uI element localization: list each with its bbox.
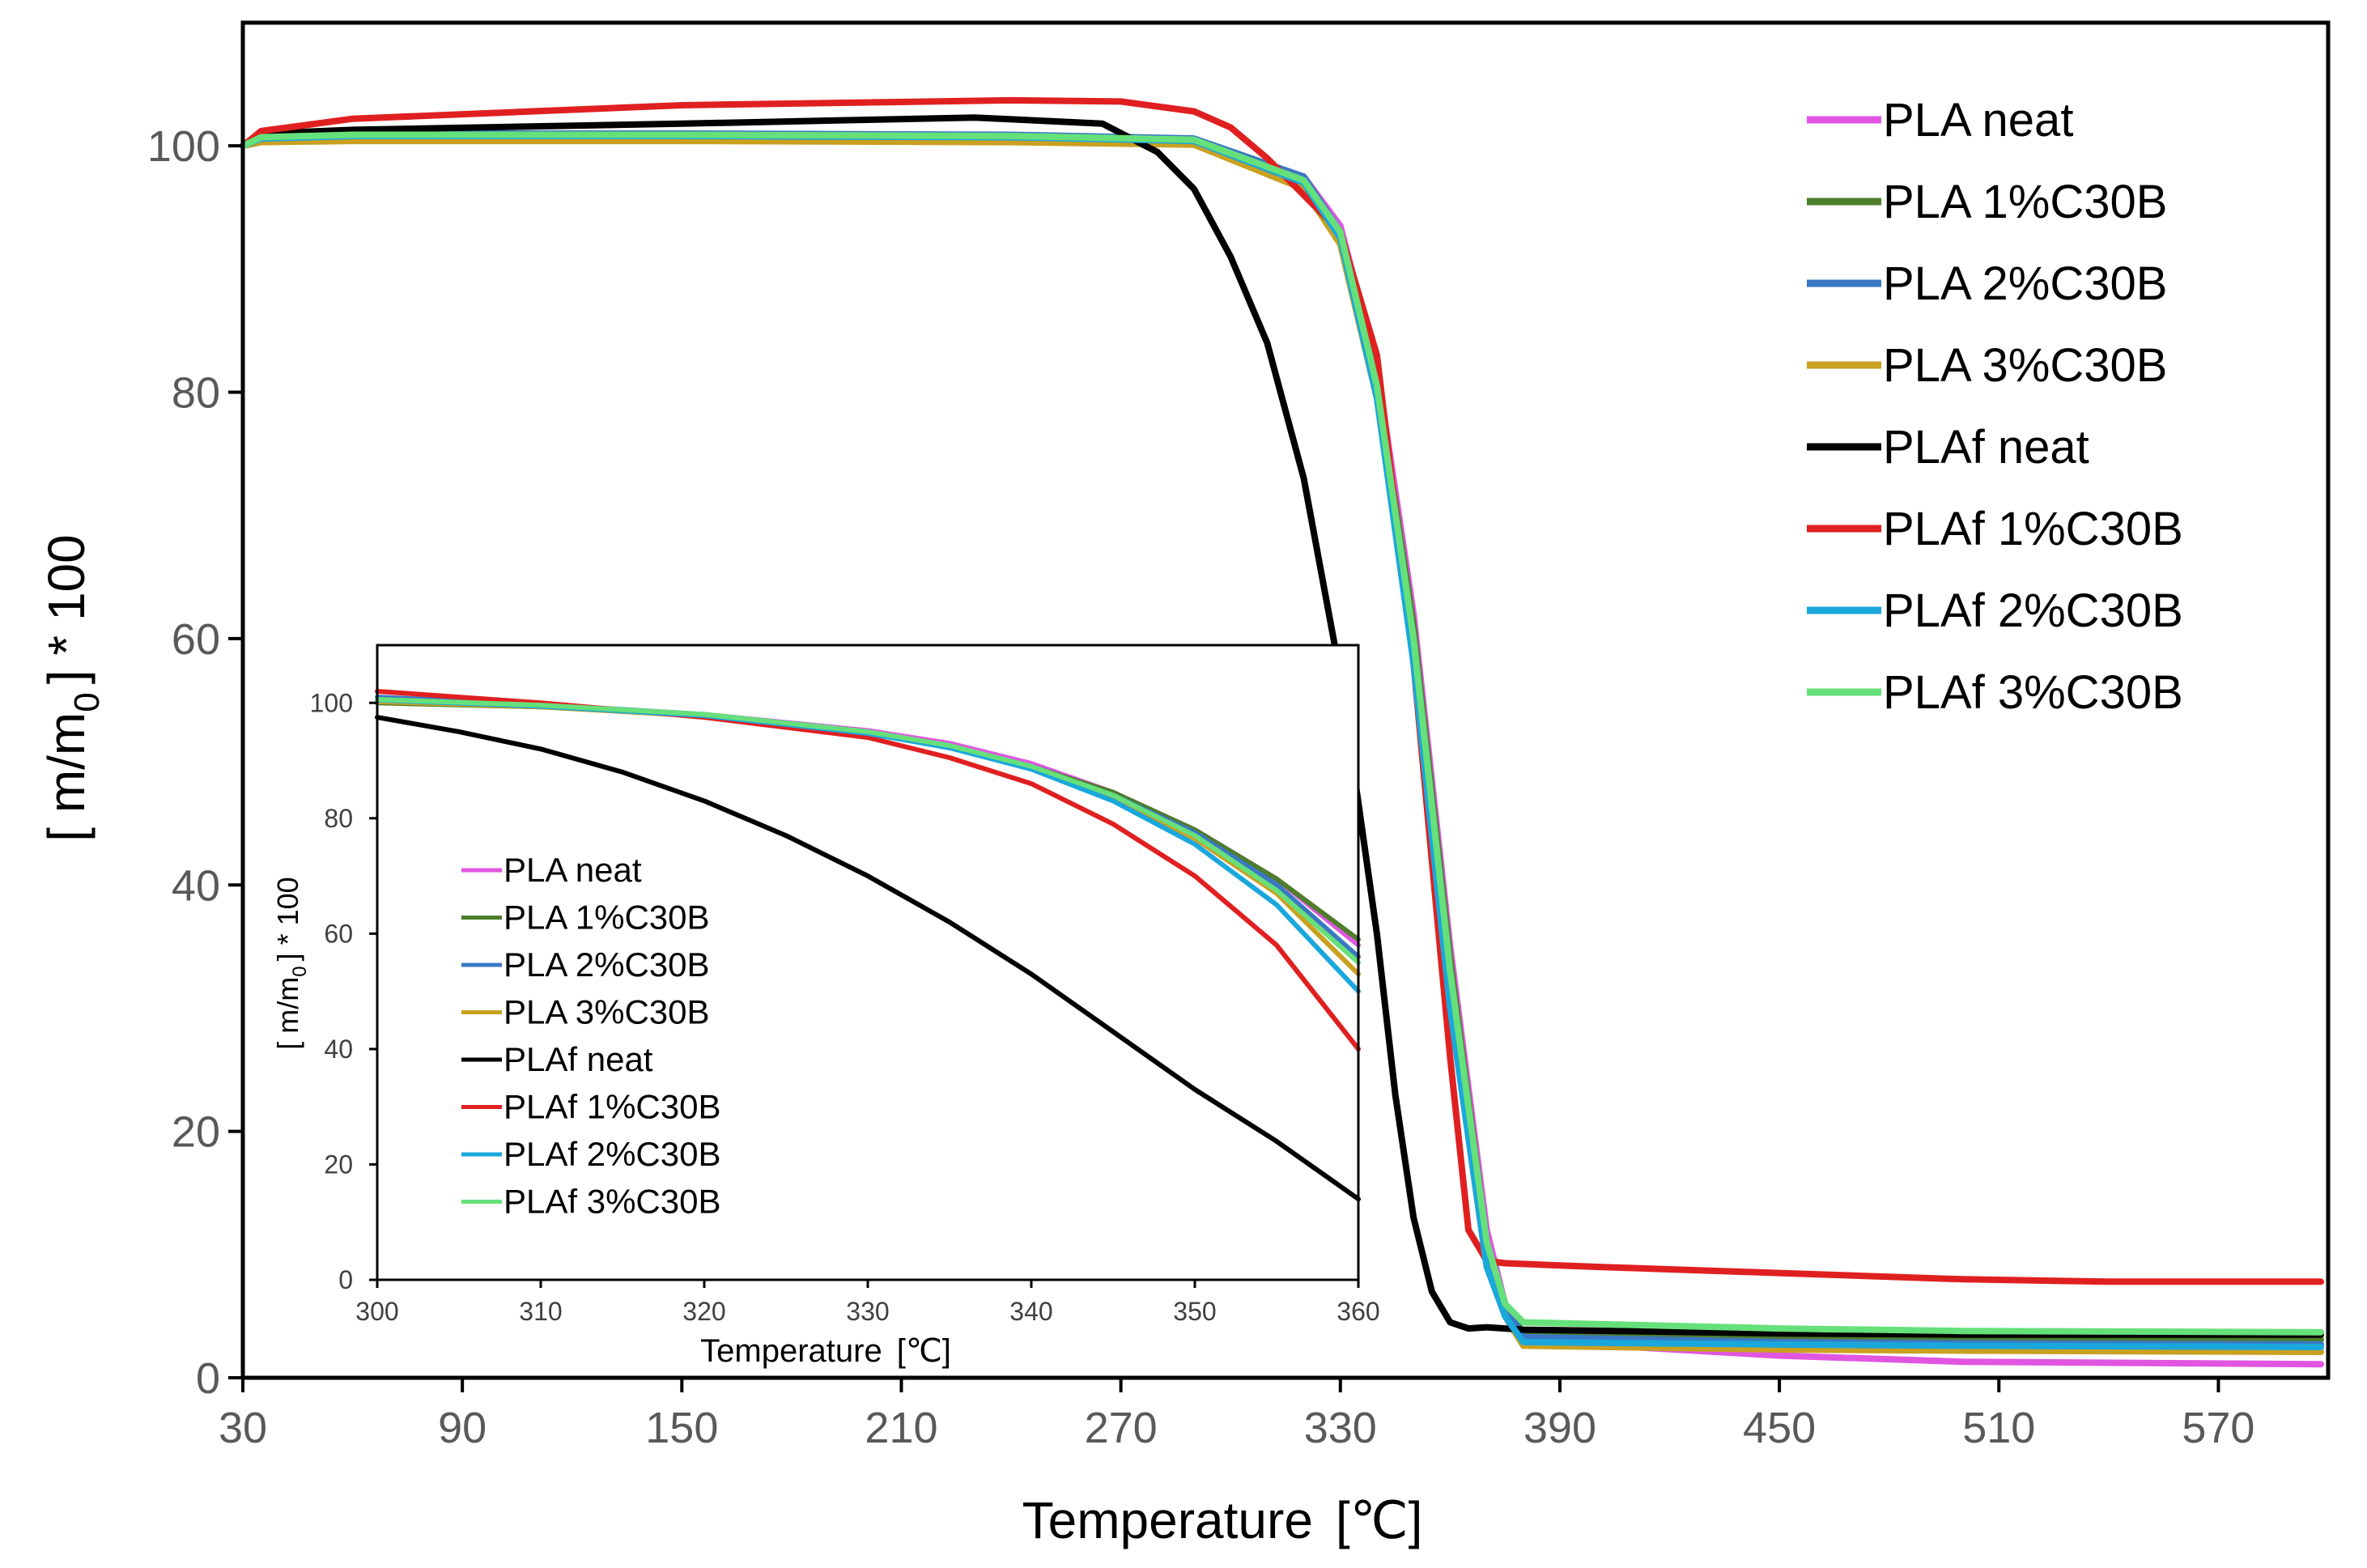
- inset-legend-label: PLA neat: [504, 851, 642, 889]
- main-series-line-7: [240, 131, 2324, 1336]
- main-x-axis-title: Temperature [℃]: [1022, 1491, 1423, 1549]
- inset-legend-label: PLA 3%C30B: [504, 993, 710, 1031]
- inset-x-tick-label: 300: [355, 1297, 398, 1326]
- main-legend-label: PLAf 2%C30B: [1883, 584, 2183, 637]
- inset-series-line-4: [375, 715, 1361, 1202]
- inset-x-axis-title: Temperature [℃]: [700, 1333, 951, 1369]
- main-legend-label: PLA 2%C30B: [1883, 257, 2167, 310]
- inset-legend: PLA neat PLA 1%C30B PLA 2%C30B PLA 3%C30B PL…: [461, 851, 721, 1221]
- inset-legend-item: PLAf neat: [461, 1040, 653, 1078]
- inset-series-lines: [375, 689, 1361, 1202]
- main-series-lines: [240, 96, 2324, 1368]
- inset-legend-item: PLAf 1%C30B: [461, 1088, 721, 1126]
- inset-y-axis-title: [ m/m0 ] * 100: [271, 877, 311, 1049]
- main-plot: 30 90 150 210 270 330 390 450 510 570 0 20 40 60 80 10…: [37, 20, 2331, 1549]
- main-x-tick-label: 30: [219, 1404, 267, 1452]
- main-x-axis: 30 90 150 210 270 330 390 450 510 570: [219, 1378, 2254, 1452]
- inset-legend-label: PLAf 1%C30B: [504, 1088, 721, 1126]
- main-legend: PLA neat PLA 1%C30B PLA 2%C30B PLA 3%C30B PL…: [1807, 94, 2183, 719]
- inset-x-axis-unit: [℃]: [897, 1333, 951, 1369]
- main-y-axis: 0 20 40 60 80 100: [147, 122, 243, 1403]
- main-y-axis-title-text: [ m/m: [37, 712, 96, 842]
- inset-legend-item: PLAf 3%C30B: [461, 1183, 721, 1221]
- main-legend-item: PLAf neat: [1807, 421, 2089, 474]
- inset-y-axis: 0 20 40 60 80 100: [310, 688, 377, 1294]
- inset-x-tick-label: 310: [519, 1297, 562, 1326]
- inset-legend-label: PLAf 2%C30B: [504, 1135, 721, 1173]
- main-x-tick-label: 210: [865, 1404, 937, 1452]
- main-legend-label: PLA 3%C30B: [1883, 339, 2167, 392]
- inset-x-axis: 300 310 320 330 340 350 360: [355, 1280, 1380, 1326]
- inset-legend-item: PLAf 2%C30B: [461, 1135, 721, 1173]
- main-y-axis-suffix: ] * 100: [37, 534, 96, 684]
- inset-legend-item: PLA 3%C30B: [461, 993, 710, 1031]
- main-y-axis-subscript: 0: [67, 692, 107, 712]
- inset-y-tick-label: 0: [338, 1265, 353, 1294]
- main-y-tick-label: 100: [147, 122, 220, 171]
- main-y-axis-title: [ m/m0 ] * 100: [37, 534, 107, 841]
- inset-legend-label: PLA 2%C30B: [504, 945, 710, 984]
- main-x-axis-unit: [℃]: [1336, 1491, 1422, 1549]
- main-x-tick-label: 510: [1962, 1404, 2035, 1452]
- main-x-tick-label: 570: [2182, 1404, 2254, 1452]
- inset-y-tick-label: 40: [324, 1035, 353, 1064]
- main-y-tick-label: 40: [172, 861, 220, 910]
- main-x-axis-title-text: Temperature: [1022, 1491, 1313, 1549]
- inset-legend-label: PLAf 3%C30B: [504, 1183, 721, 1221]
- inset-series-line-7: [375, 697, 1361, 965]
- main-legend-label: PLA neat: [1883, 94, 2073, 147]
- inset-y-tick-label: 80: [324, 804, 353, 833]
- inset-y-tick-label: 60: [324, 919, 353, 948]
- main-x-tick-label: 390: [1523, 1404, 1596, 1452]
- inset-y-tick-label: 20: [324, 1149, 353, 1179]
- inset-legend-label: PLA 1%C30B: [504, 899, 710, 937]
- main-legend-item: PLAf 2%C30B: [1807, 584, 2183, 637]
- inset-x-tick-label: 330: [846, 1297, 889, 1326]
- inset-y-axis-subscript: 0: [289, 966, 311, 976]
- main-legend-item: PLAf 1%C30B: [1807, 503, 2183, 555]
- main-legend-label: PLAf 3%C30B: [1883, 666, 2183, 719]
- main-legend-item: PLA 1%C30B: [1807, 176, 2167, 228]
- inset-legend-item: PLA 2%C30B: [461, 945, 710, 984]
- main-y-tick-label: 0: [196, 1354, 220, 1403]
- main-legend-item: PLA neat: [1807, 94, 2073, 147]
- main-legend-label: PLA 1%C30B: [1883, 176, 2167, 228]
- inset-x-axis-title-text: Temperature: [700, 1333, 882, 1369]
- inset-x-tick-label: 340: [1009, 1297, 1052, 1326]
- inset-legend-item: PLA 1%C30B: [461, 899, 710, 937]
- main-x-tick-label: 150: [645, 1404, 718, 1452]
- inset-legend-label: PLAf neat: [504, 1040, 653, 1078]
- main-x-tick-label: 450: [1743, 1404, 1816, 1452]
- main-legend-item: PLA 2%C30B: [1807, 257, 2167, 310]
- main-legend-item: PLA 3%C30B: [1807, 339, 2167, 392]
- inset-y-tick-label: 100: [310, 688, 353, 717]
- main-series-line-5: [240, 96, 2324, 1285]
- main-y-tick-label: 80: [172, 369, 220, 418]
- main-x-tick-label: 90: [438, 1404, 487, 1452]
- inset-plot: 300 310 320 330 340 350 360 0 20 40 60 80 100 Tempe…: [271, 644, 1380, 1369]
- main-legend-label: PLAf neat: [1883, 421, 2089, 474]
- inset-legend-item: PLA neat: [461, 851, 642, 889]
- main-plot-frame: [240, 20, 2331, 1380]
- inset-y-axis-suffix: ] * 100: [271, 877, 304, 961]
- main-y-tick-label: 20: [172, 1108, 220, 1157]
- main-x-tick-label: 270: [1085, 1404, 1158, 1452]
- main-y-tick-label: 60: [172, 615, 220, 664]
- main-legend-item: PLAf 3%C30B: [1807, 666, 2183, 719]
- main-x-tick-label: 330: [1304, 1404, 1377, 1452]
- main-legend-label: PLAf 1%C30B: [1883, 503, 2183, 555]
- inset-y-axis-title-text: [ m/m: [271, 977, 304, 1050]
- inset-x-tick-label: 320: [682, 1297, 725, 1326]
- inset-x-tick-label: 350: [1173, 1297, 1216, 1326]
- inset-x-tick-label: 360: [1336, 1297, 1379, 1326]
